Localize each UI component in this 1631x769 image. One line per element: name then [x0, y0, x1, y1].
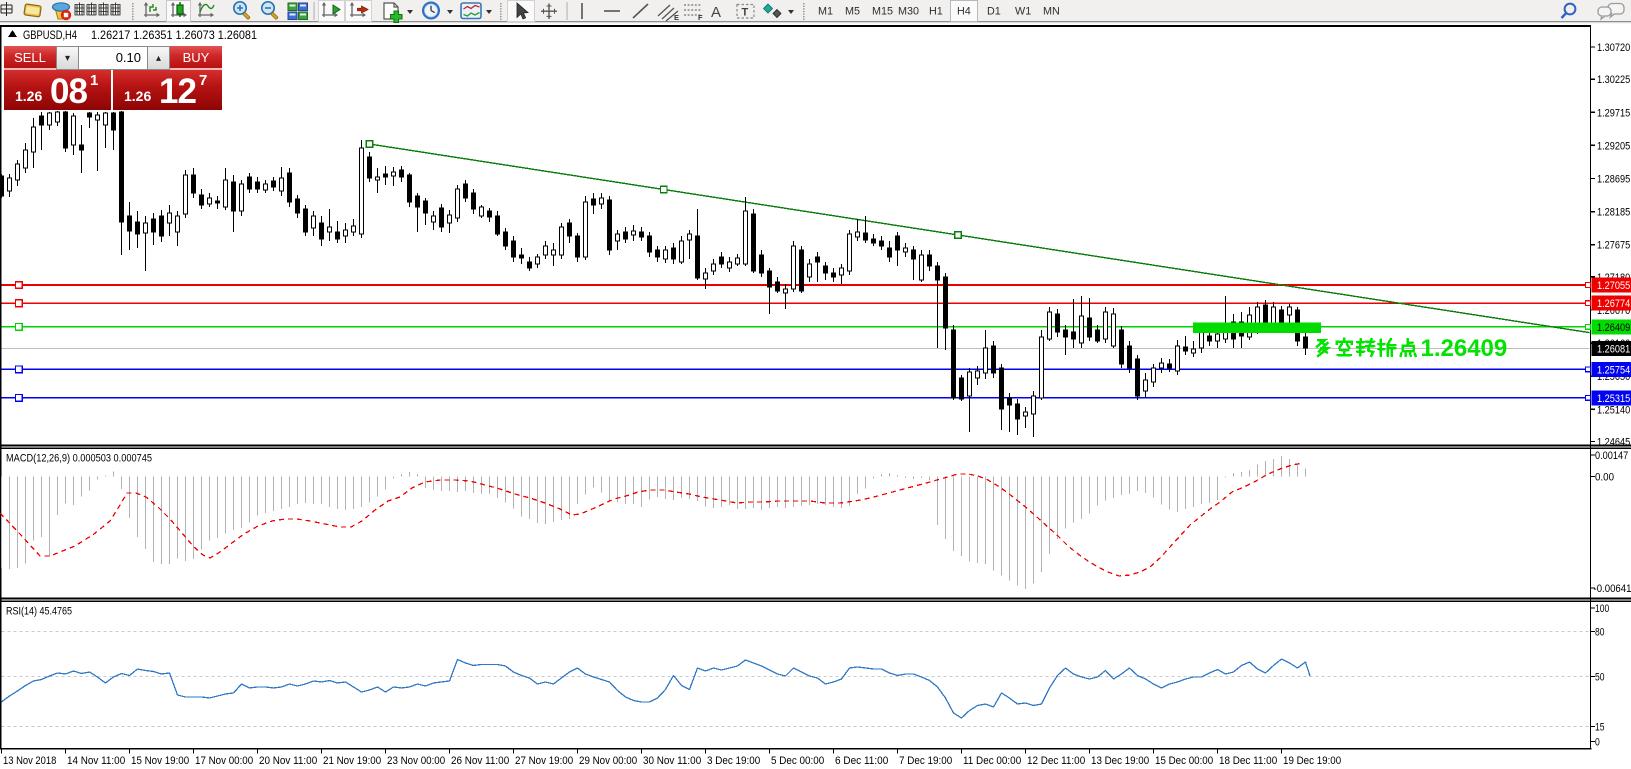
svg-text:1.25140: 1.25140: [1597, 404, 1630, 416]
svg-text:1.26217 1.26351 1.26073 1.2608: 1.26217 1.26351 1.26073 1.26081: [91, 28, 257, 42]
svg-text:0.00147: 0.00147: [1595, 450, 1628, 462]
svg-text:GBPUSD,H4: GBPUSD,H4: [23, 28, 77, 42]
svg-text:H1: H1: [929, 6, 943, 18]
svg-text:A: A: [711, 4, 721, 21]
svg-text:50: 50: [1595, 672, 1605, 684]
svg-text:1.28185: 1.28185: [1597, 207, 1630, 219]
svg-text:W1: W1: [1015, 6, 1031, 18]
svg-text:80: 80: [1595, 627, 1605, 639]
svg-text:1.26409: 1.26409: [1421, 335, 1508, 362]
svg-text:0.00: 0.00: [1595, 472, 1614, 484]
svg-text:7 Dec 19:00: 7 Dec 19:00: [899, 755, 952, 767]
svg-text:12 Dec 11:00: 12 Dec 11:00: [1027, 755, 1085, 767]
svg-text:H4: H4: [957, 6, 971, 18]
svg-text:11 Dec 00:00: 11 Dec 00:00: [963, 755, 1021, 767]
svg-text:1.30225: 1.30225: [1597, 74, 1630, 86]
svg-text:15: 15: [1595, 722, 1605, 734]
svg-text:27 Nov 19:00: 27 Nov 19:00: [515, 755, 573, 767]
svg-text:6 Dec 11:00: 6 Dec 11:00: [835, 755, 888, 767]
svg-text:1.27675: 1.27675: [1597, 240, 1630, 252]
svg-text:MN: MN: [1043, 6, 1060, 18]
svg-text:-0.00641: -0.00641: [1594, 583, 1631, 595]
svg-text:1.27055: 1.27055: [1597, 280, 1630, 292]
svg-text:1.29205: 1.29205: [1597, 140, 1630, 152]
svg-text:1.25315: 1.25315: [1597, 393, 1630, 405]
svg-text:23 Nov 00:00: 23 Nov 00:00: [387, 755, 445, 767]
svg-text:19 Dec 19:00: 19 Dec 19:00: [1283, 755, 1341, 767]
svg-text:26 Nov 11:00: 26 Nov 11:00: [451, 755, 509, 767]
svg-text:30 Nov 11:00: 30 Nov 11:00: [643, 755, 701, 767]
svg-text:1.25754: 1.25754: [1597, 364, 1630, 376]
svg-text:1.24645: 1.24645: [1597, 436, 1630, 448]
svg-text:M15: M15: [872, 6, 893, 18]
svg-text:1.30720: 1.30720: [1597, 42, 1630, 54]
svg-text:18 Dec 11:00: 18 Dec 11:00: [1219, 755, 1277, 767]
svg-text:0: 0: [1595, 737, 1600, 749]
svg-text:100: 100: [1595, 603, 1609, 615]
svg-text:1.28695: 1.28695: [1597, 174, 1630, 186]
svg-text:1.26409: 1.26409: [1597, 322, 1630, 334]
svg-text:RSI(14) 45.4765: RSI(14) 45.4765: [6, 606, 72, 618]
svg-text:3 Dec 19:00: 3 Dec 19:00: [707, 755, 760, 767]
svg-text:MACD(12,26,9) 0.000503 0.00074: MACD(12,26,9) 0.000503 0.000745: [6, 453, 152, 465]
svg-text:M30: M30: [898, 6, 919, 18]
svg-text:E: E: [674, 13, 679, 22]
svg-text:M1: M1: [818, 6, 833, 18]
svg-text:5 Dec 00:00: 5 Dec 00:00: [771, 755, 824, 767]
svg-text:15 Dec 00:00: 15 Dec 00:00: [1155, 755, 1213, 767]
svg-text:1.29715: 1.29715: [1597, 107, 1630, 119]
svg-text:15 Nov 19:00: 15 Nov 19:00: [131, 755, 189, 767]
svg-text:21 Nov 19:00: 21 Nov 19:00: [323, 755, 381, 767]
svg-text:T: T: [742, 7, 749, 19]
svg-text:1.26081: 1.26081: [1597, 343, 1630, 355]
svg-text:M5: M5: [845, 6, 860, 18]
svg-text:1.26774: 1.26774: [1597, 298, 1630, 310]
svg-text:20 Nov 11:00: 20 Nov 11:00: [259, 755, 317, 767]
svg-text:13 Dec 19:00: 13 Dec 19:00: [1091, 755, 1149, 767]
svg-text:14 Nov 11:00: 14 Nov 11:00: [67, 755, 125, 767]
svg-text:F: F: [698, 13, 703, 22]
svg-text:13 Nov 2018: 13 Nov 2018: [3, 755, 56, 767]
svg-text:D1: D1: [987, 6, 1001, 18]
svg-text:17 Nov 00:00: 17 Nov 00:00: [195, 755, 253, 767]
svg-text:29 Nov 00:00: 29 Nov 00:00: [579, 755, 637, 767]
